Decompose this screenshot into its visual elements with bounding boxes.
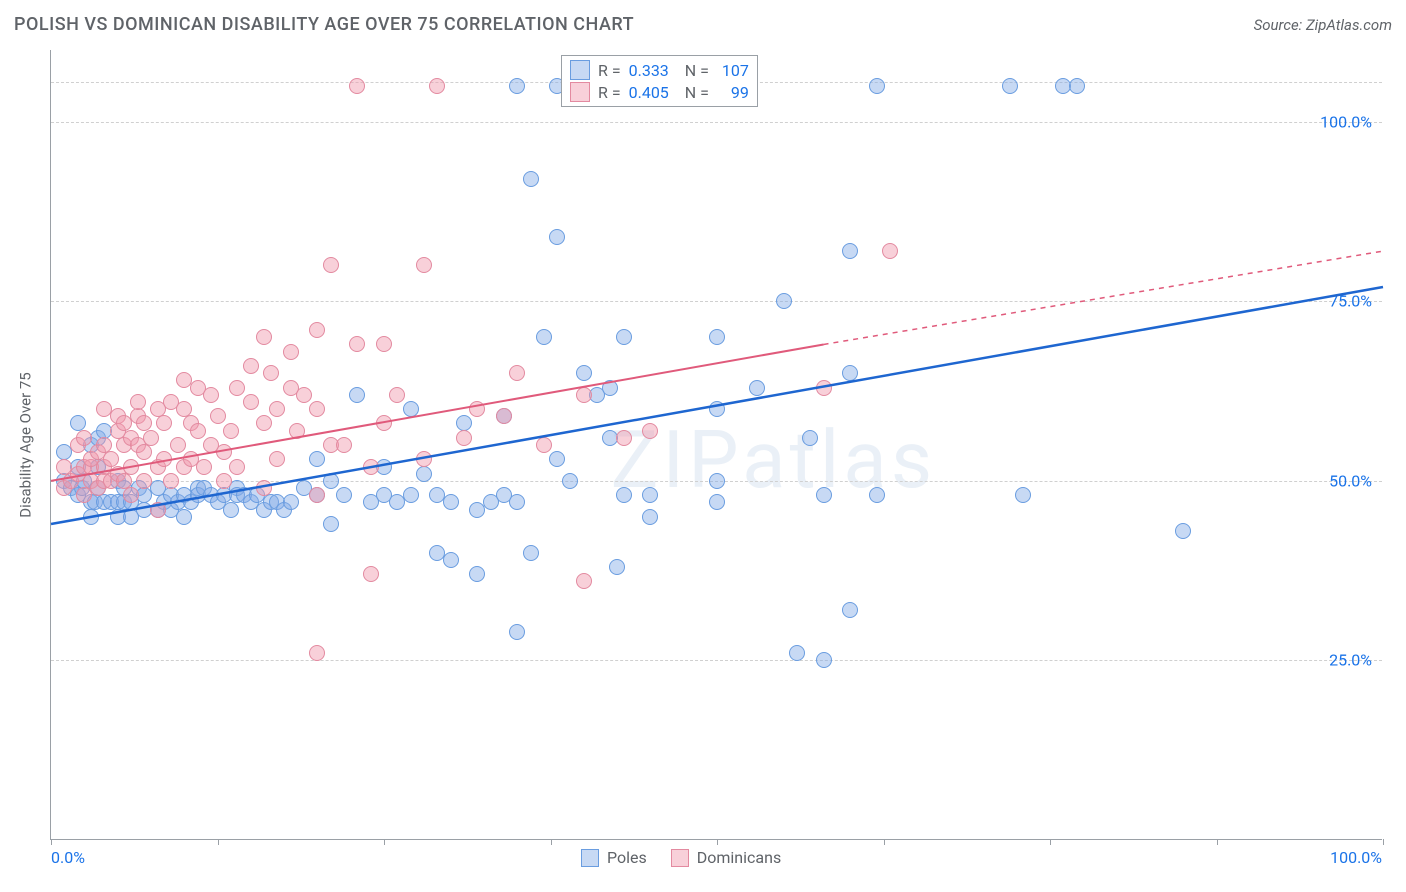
stat-row: R = 0.333 N = 107 <box>570 60 749 80</box>
stat-swatch <box>570 82 590 102</box>
stat-n-label: N = <box>677 61 709 80</box>
stat-n-value: 99 <box>717 83 749 102</box>
stat-r-value: 0.405 <box>629 83 669 102</box>
legend-swatch <box>671 849 689 867</box>
stat-swatch <box>570 60 590 80</box>
plot-area: ZIPatlas 25.0%50.0%75.0%100.0%0.0%100.0%… <box>50 50 1382 840</box>
y-axis-label-container: Disability Age Over 75 <box>14 50 38 840</box>
x-axis-label-left: 0.0% <box>51 848 85 867</box>
legend-item: Poles <box>581 848 647 867</box>
stat-box: R = 0.333 N = 107 R = 0.405 N = 99 <box>561 55 758 107</box>
x-axis-label-right: 100.0% <box>1330 848 1382 867</box>
chart-source: Source: ZipAtlas.com <box>1254 16 1392 34</box>
chart-title: POLISH VS DOMINICAN DISABILITY AGE OVER … <box>14 14 634 35</box>
stat-r-label: R = <box>598 61 621 80</box>
stat-r-label: R = <box>598 83 621 102</box>
stat-row: R = 0.405 N = 99 <box>570 82 749 102</box>
legend: Poles Dominicans <box>581 848 781 867</box>
legend-label: Dominicans <box>697 848 781 867</box>
stat-n-label: N = <box>677 83 709 102</box>
legend-item: Dominicans <box>671 848 781 867</box>
chart-header: POLISH VS DOMINICAN DISABILITY AGE OVER … <box>14 14 1392 35</box>
stat-r-value: 0.333 <box>629 61 669 80</box>
stat-n-value: 107 <box>717 61 749 80</box>
legend-label: Poles <box>607 848 647 867</box>
y-axis-label: Disability Age Over 75 <box>17 372 35 517</box>
trendlines <box>51 50 1383 840</box>
legend-swatch <box>581 849 599 867</box>
x-tick <box>1383 839 1384 845</box>
